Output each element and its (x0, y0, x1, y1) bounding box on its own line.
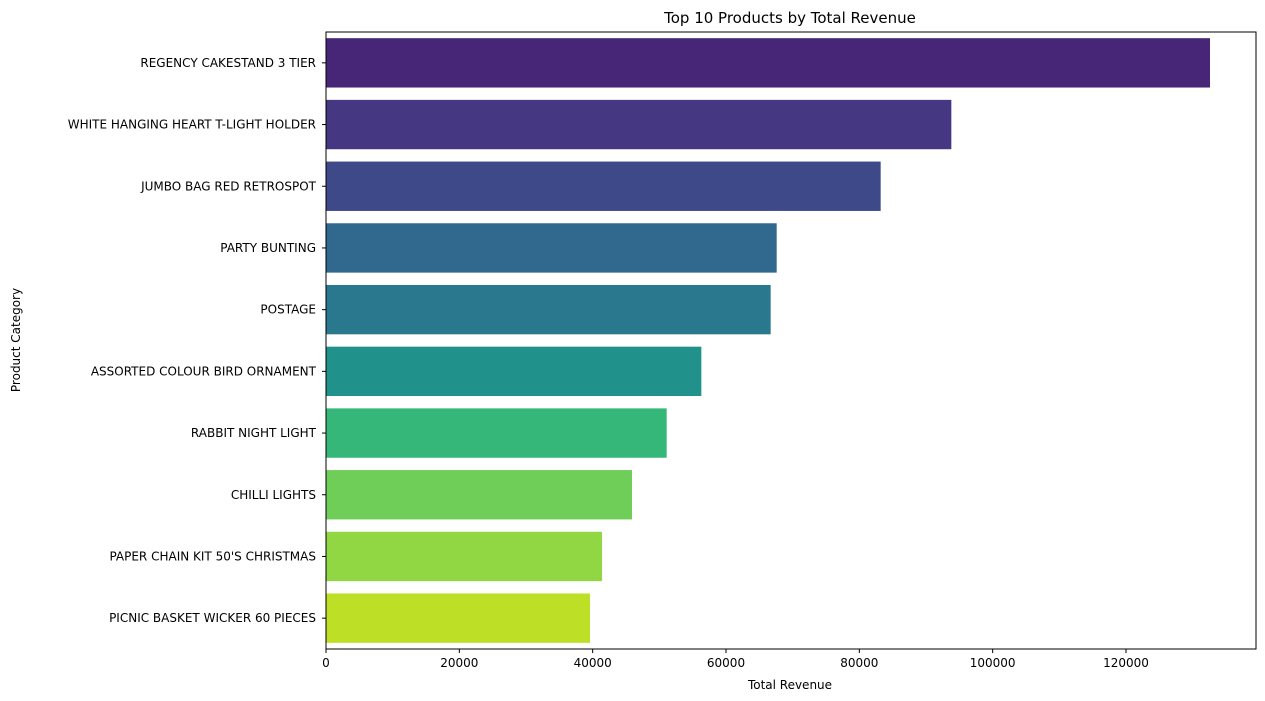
bar-1 (326, 38, 1210, 88)
bar-5 (326, 284, 771, 335)
x-axis-title: Total Revenue (747, 678, 832, 692)
plot-frame (325, 31, 1257, 650)
y-tick-label: RABBIT NIGHT LIGHT (191, 426, 317, 440)
x-axis: 0 20000 40000 60000 80000 100000 120000 (322, 649, 1149, 670)
y-tick-label: CHILLI LIGHTS (231, 488, 316, 502)
y-axis: REGENCY CAKESTAND 3 TIER WHITE HANGING HE… (68, 56, 326, 625)
x-tick-label: 20000 (440, 656, 478, 670)
bar-4 (326, 223, 777, 273)
x-tick-label: 120000 (1103, 656, 1149, 670)
bar-6 (326, 346, 702, 397)
bar-10 (326, 593, 590, 643)
y-axis-title: Product Category (9, 288, 23, 392)
y-tick-label: WHITE HANGING HEART T-LIGHT HOLDER (68, 118, 316, 132)
y-tick-label: POSTAGE (260, 303, 316, 317)
x-tick-label: 80000 (840, 656, 878, 670)
x-tick-label: 0 (322, 656, 330, 670)
bar-8 (326, 470, 632, 520)
y-tick-label: ASSORTED COLOUR BIRD ORNAMENT (91, 364, 317, 378)
y-tick-label: PARTY BUNTING (220, 241, 316, 255)
y-tick-label: JUMBO BAG RED RETROSPOT (140, 179, 317, 193)
y-tick-label: PICNIC BASKET WICKER 60 PIECES (109, 611, 316, 625)
bar-7 (326, 408, 667, 458)
bar-9 (326, 531, 602, 582)
y-tick-label: PAPER CHAIN KIT 50'S CHRISTMAS (109, 549, 316, 563)
x-tick-label: 100000 (970, 656, 1016, 670)
y-tick-label: REGENCY CAKESTAND 3 TIER (140, 56, 316, 70)
chart-title: Top 10 Products by Total Revenue (663, 9, 916, 27)
bars-group (326, 38, 1210, 643)
bar-2 (326, 99, 952, 150)
bar-3 (326, 161, 881, 211)
x-tick-label: 60000 (707, 656, 745, 670)
x-tick-label: 40000 (574, 656, 612, 670)
